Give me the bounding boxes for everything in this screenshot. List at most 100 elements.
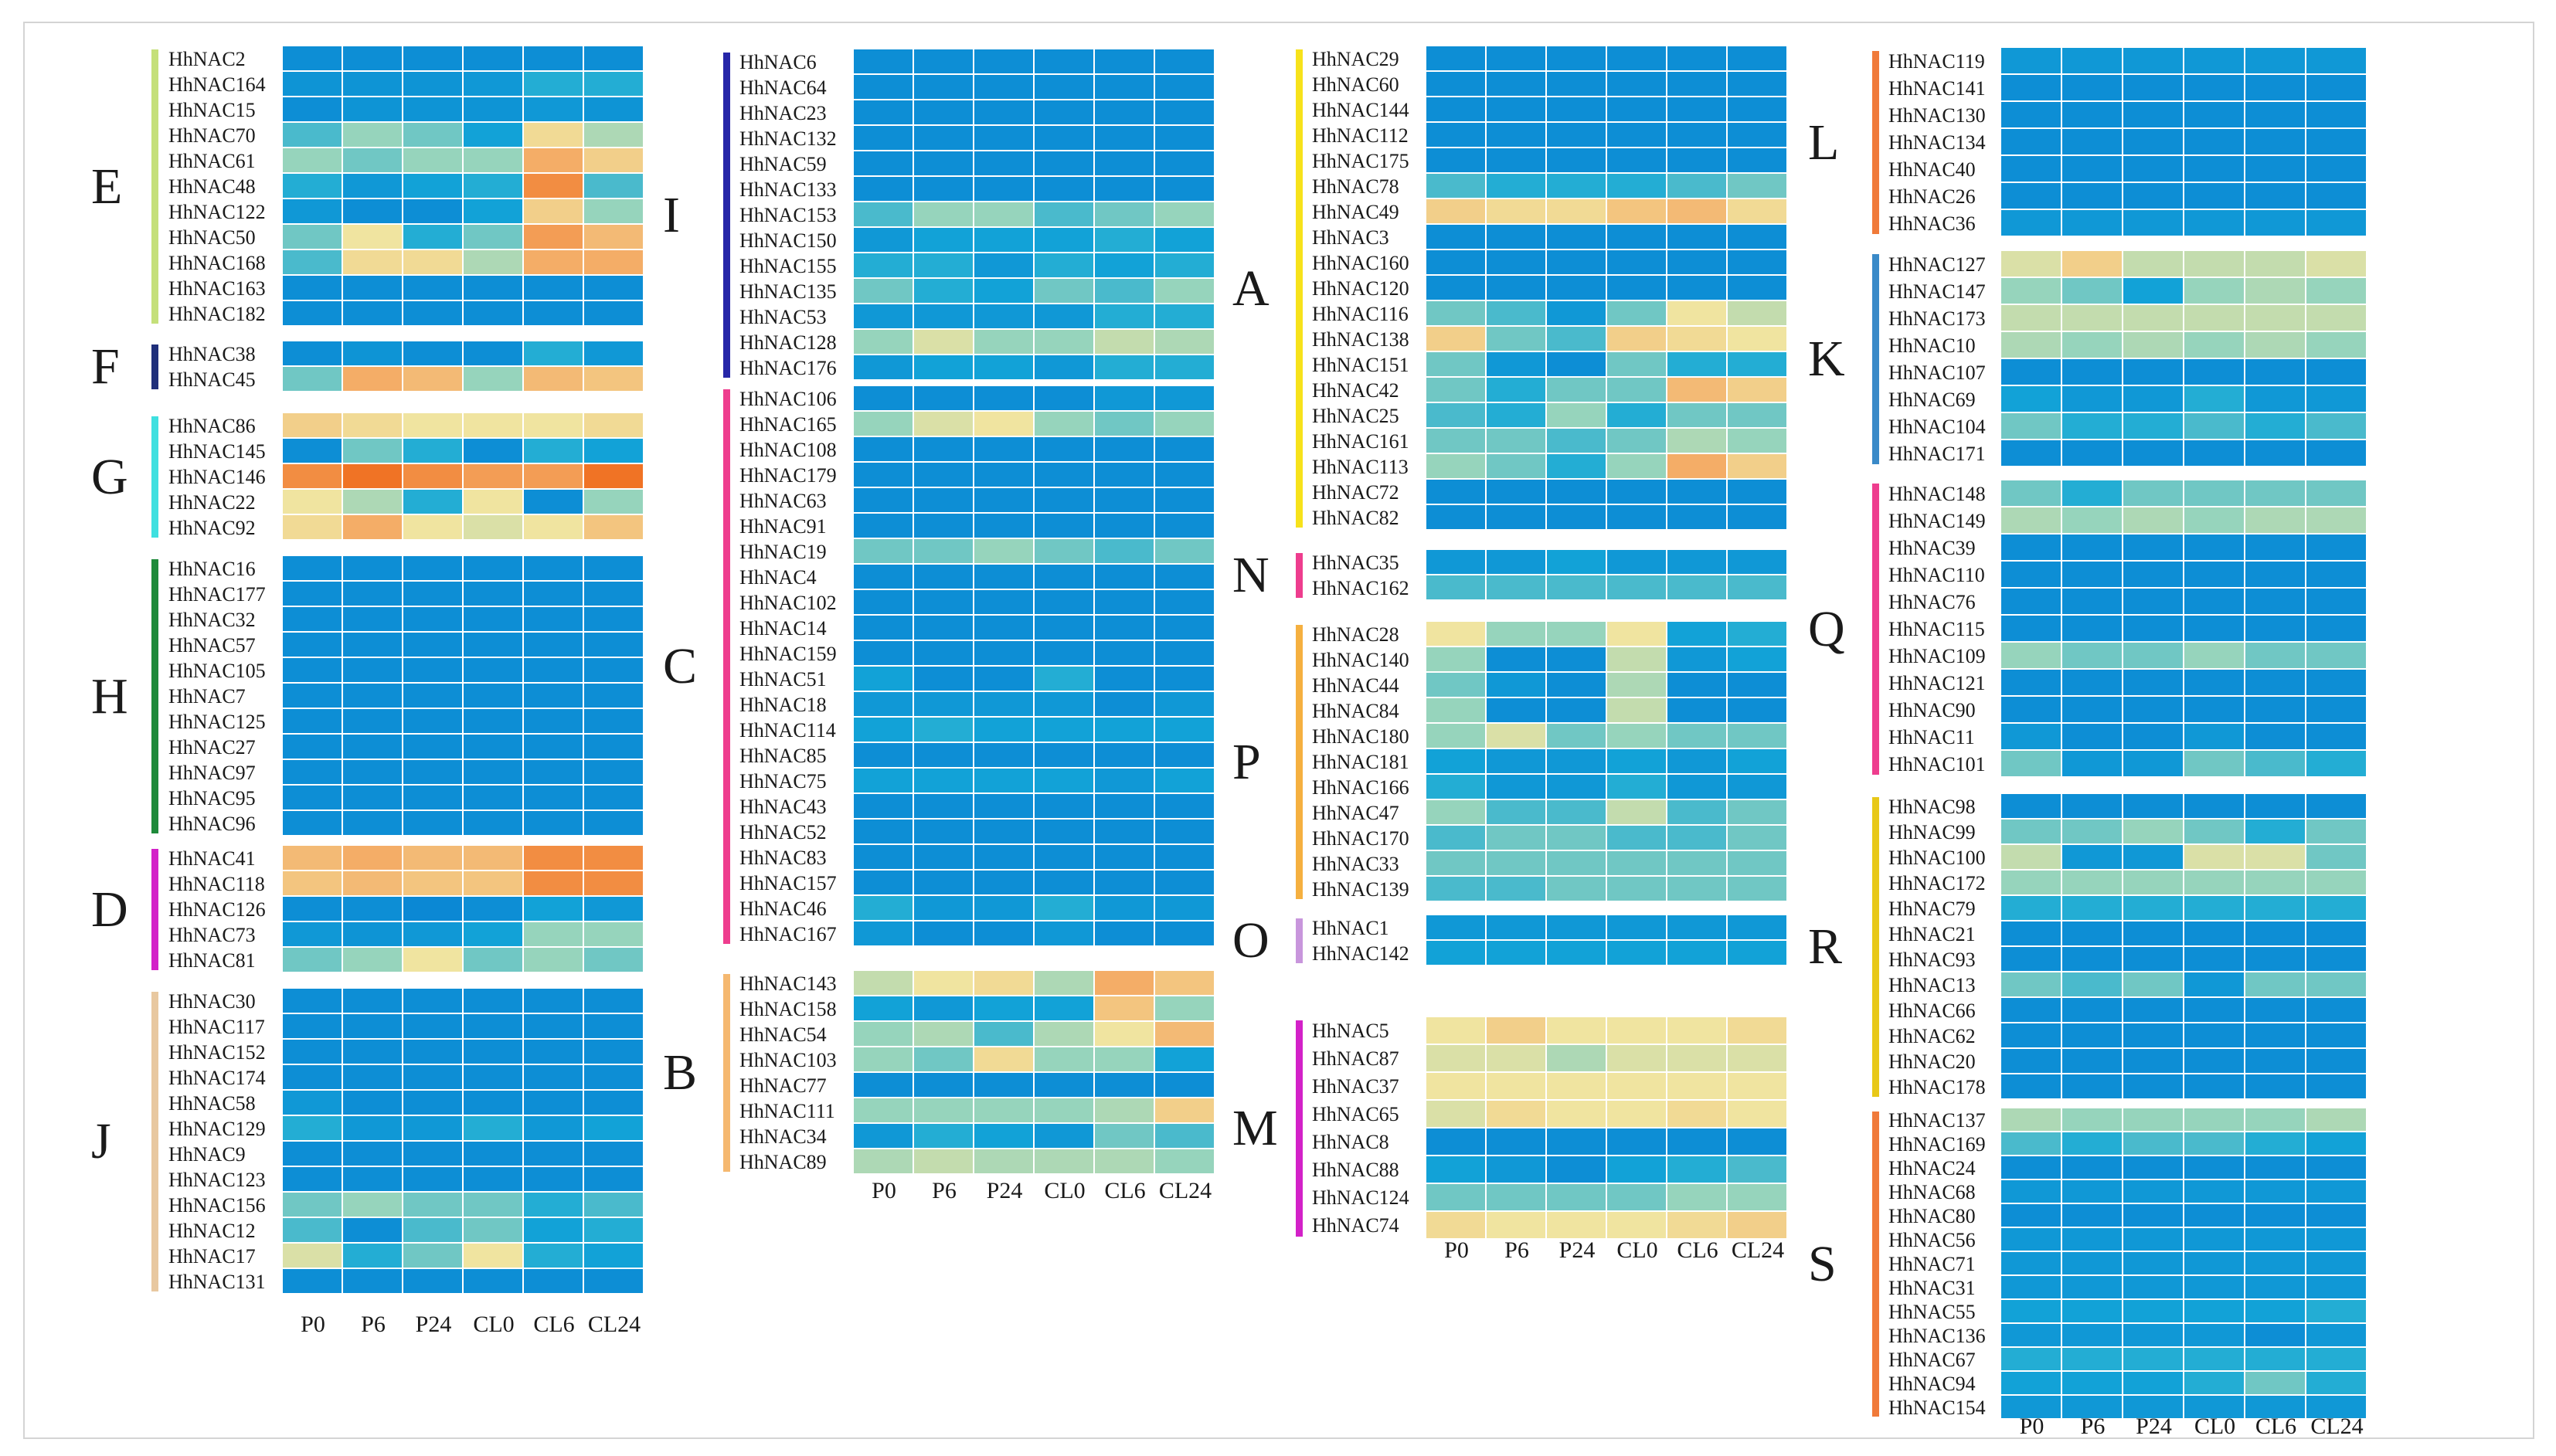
gene-label: HhNAC54 — [739, 1023, 827, 1046]
heatmap-cell — [343, 490, 403, 515]
heatmap-cell — [1426, 225, 1487, 250]
sample-label: CL0 — [473, 1312, 515, 1337]
gene-label: HhNAC109 — [1888, 644, 1986, 667]
heatmap-cell — [974, 794, 1035, 820]
heatmap-cell — [524, 556, 584, 582]
heatmap-cell — [1607, 378, 1667, 403]
heatmap-cell — [1487, 550, 1547, 575]
heatmap-cell — [1426, 1128, 1487, 1156]
gene-label: HhNAC169 — [1888, 1132, 1986, 1156]
heatmap-cell — [2184, 947, 2245, 972]
heatmap-cell — [1728, 1101, 1788, 1128]
heatmap-cell — [464, 658, 524, 684]
gene-label: HhNAC104 — [1888, 415, 1986, 438]
heatmap-cell — [974, 49, 1035, 75]
heatmap-cell — [1728, 941, 1788, 966]
heatmap-cell — [1035, 126, 1095, 151]
heatmap-cell — [1155, 794, 1215, 820]
heatmap-cell — [974, 996, 1035, 1022]
heatmap-cell — [2306, 1300, 2367, 1324]
heatmap-cell — [464, 490, 524, 515]
heatmap-cell — [2184, 102, 2245, 129]
heatmap-cell — [2245, 251, 2306, 278]
heatmap-cell — [2245, 947, 2306, 972]
heatmap-cell — [1607, 1156, 1667, 1184]
gene-label: HhNAC121 — [1888, 671, 1986, 694]
heatmap-cell — [974, 386, 1035, 412]
heatmap-cell — [1667, 826, 1728, 851]
cluster-letter: I — [663, 186, 680, 243]
heatmap-cell — [2001, 1108, 2062, 1132]
heatmap-cell — [2001, 845, 2062, 871]
heatmap-cell — [584, 607, 644, 633]
gene-label: HhNAC65 — [1312, 1103, 1399, 1125]
heatmap-cell — [1728, 1045, 1788, 1073]
heatmap-cell — [2123, 386, 2184, 413]
heatmap-cell — [1487, 647, 1547, 673]
heatmap-cell — [2245, 1132, 2306, 1156]
heatmap-cell — [464, 367, 524, 392]
heatmap-cell — [343, 871, 403, 897]
heatmap-cell — [584, 413, 644, 439]
heatmap-cell — [1607, 97, 1667, 123]
heatmap-cell — [2123, 129, 2184, 156]
heatmap-cell — [2062, 1180, 2123, 1204]
heatmap-cell — [1547, 1212, 1607, 1240]
heatmap-cell — [2306, 921, 2367, 947]
heatmap-cell — [2062, 129, 2123, 156]
heatmap-cell — [2245, 1023, 2306, 1049]
heatmap-cell — [1155, 202, 1215, 228]
heatmap-cell — [974, 641, 1035, 667]
heatmap-cell — [1547, 1017, 1607, 1045]
heatmap-cell — [584, 658, 644, 684]
gene-label: HhNAC88 — [1312, 1159, 1399, 1181]
heatmap-cell — [974, 845, 1035, 871]
heatmap-cell — [524, 811, 584, 837]
heatmap-cell — [914, 126, 974, 151]
cluster-color-bar — [151, 849, 158, 970]
gene-label: HhNAC8 — [1312, 1131, 1389, 1153]
heatmap-cell — [1547, 1184, 1607, 1212]
heatmap-cell — [403, 1193, 464, 1218]
heatmap-cell — [1035, 1124, 1095, 1149]
heatmap-cell — [1728, 1156, 1788, 1184]
cluster-letter: H — [91, 667, 128, 725]
heatmap-cell — [2306, 794, 2367, 820]
heatmap-cell — [2306, 1228, 2367, 1252]
heatmap-cell — [854, 253, 914, 279]
heatmap-cell — [2306, 1180, 2367, 1204]
heatmap-cell — [854, 177, 914, 202]
sample-label: P24 — [415, 1312, 452, 1337]
heatmap-cell — [854, 616, 914, 641]
heatmap-cell — [2184, 794, 2245, 820]
gene-label: HhNAC82 — [1312, 506, 1399, 529]
heatmap-cell — [2062, 359, 2123, 386]
heatmap-cell — [1426, 1045, 1487, 1073]
heatmap-cell — [524, 760, 584, 786]
heatmap-cell — [1487, 826, 1547, 851]
heatmap-cell — [1487, 941, 1547, 966]
heatmap-cell — [1547, 429, 1607, 454]
cluster-letter: D — [91, 881, 128, 938]
heatmap-cell — [1155, 253, 1215, 279]
heatmap-cell — [2306, 1348, 2367, 1372]
heatmap-cell — [403, 341, 464, 367]
heatmap-cell — [2184, 820, 2245, 845]
heatmap-cell — [1607, 480, 1667, 505]
heatmap-cell — [2001, 562, 2062, 589]
heatmap-cell — [584, 786, 644, 811]
heatmap-cell — [854, 437, 914, 463]
gene-label: HhNAC168 — [168, 251, 266, 274]
heatmap-cell — [2123, 1108, 2184, 1132]
heatmap-cell — [2001, 998, 2062, 1023]
heatmap-cell — [584, 811, 644, 837]
heatmap-cell — [974, 151, 1035, 177]
gene-label: HhNAC34 — [739, 1125, 827, 1148]
heatmap-cell — [914, 386, 974, 412]
heatmap-cell — [2306, 947, 2367, 972]
heatmap-cell — [1095, 565, 1155, 590]
heatmap-cell — [524, 225, 584, 250]
gene-label: HhNAC31 — [1888, 1276, 1976, 1299]
heatmap-cell — [2001, 643, 2062, 670]
cluster-letter: N — [1232, 547, 1270, 603]
